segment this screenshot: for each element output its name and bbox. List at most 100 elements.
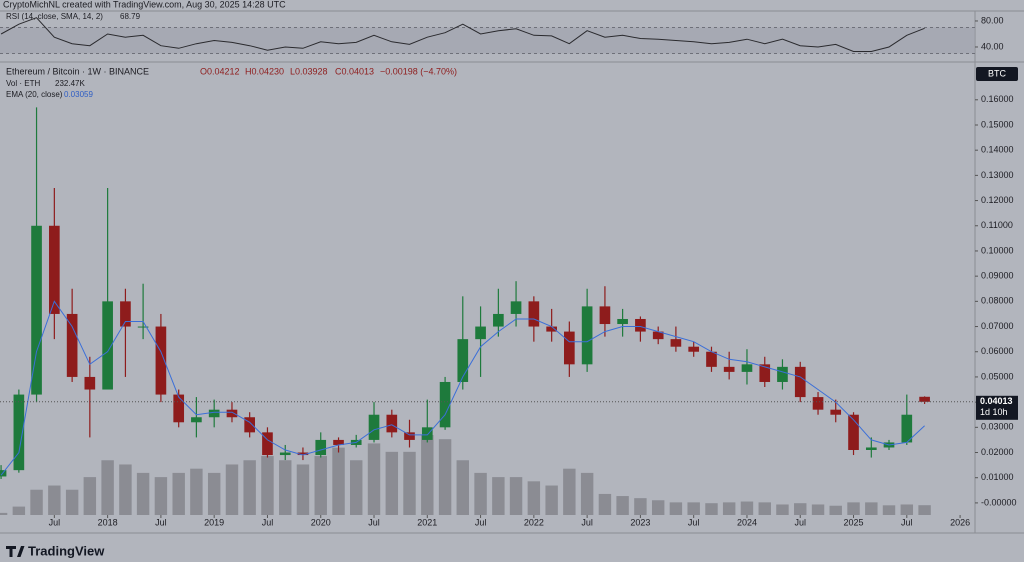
ohlc-legend: O0.04212 bbox=[200, 66, 240, 76]
candle-body bbox=[191, 417, 202, 423]
y-tick-label: 0.07000 bbox=[981, 321, 1014, 331]
ohlc-legend: L0.03928 bbox=[290, 66, 328, 76]
x-tick-label: 2023 bbox=[630, 517, 650, 527]
volume-bar bbox=[758, 502, 771, 515]
y-tick-label: 40.00 bbox=[981, 41, 1004, 51]
volume-value: 232.47K bbox=[55, 79, 85, 88]
y-tick-label: 0.14000 bbox=[981, 145, 1014, 155]
candle-body bbox=[546, 326, 557, 332]
volume-bar bbox=[829, 505, 842, 515]
y-tick-label: 0.05000 bbox=[981, 371, 1014, 381]
x-tick-label: Jul bbox=[475, 517, 487, 527]
last-price-box bbox=[976, 395, 1018, 420]
x-tick-label: 2025 bbox=[844, 517, 864, 527]
candle-body bbox=[49, 225, 60, 314]
x-tick-label: Jul bbox=[581, 517, 593, 527]
ohlc-legend: −0.00198 (−4.70%) bbox=[380, 66, 457, 76]
volume-bar bbox=[438, 439, 452, 515]
volume-bar bbox=[669, 502, 683, 515]
x-tick-label: Jul bbox=[262, 517, 274, 527]
candle-body bbox=[457, 339, 469, 382]
volume-bar bbox=[509, 477, 523, 515]
volume-bar bbox=[865, 502, 878, 515]
volume-bar bbox=[563, 468, 576, 515]
candle-body bbox=[528, 301, 540, 327]
candle-body bbox=[102, 301, 113, 390]
ema-name: EMA (20, close) bbox=[6, 90, 63, 99]
rsi-band bbox=[0, 27, 975, 54]
countdown: 1d 10h bbox=[980, 407, 1008, 417]
volume-bar bbox=[261, 456, 274, 515]
volume-bar bbox=[651, 500, 665, 515]
volume-bar bbox=[136, 472, 150, 515]
volume-bar bbox=[847, 502, 860, 515]
y-tick-label: 0.11000 bbox=[981, 220, 1013, 230]
candle-body bbox=[315, 439, 327, 456]
volume-bar bbox=[545, 485, 558, 515]
y-tick-label: 0.16000 bbox=[981, 94, 1014, 104]
candle-body bbox=[812, 397, 824, 410]
x-tick-label: 2020 bbox=[311, 517, 331, 527]
candle-body bbox=[404, 432, 415, 440]
candle-body bbox=[706, 351, 717, 367]
candle-body bbox=[386, 414, 398, 433]
volume-bar bbox=[722, 502, 736, 515]
rsi-line bbox=[0, 17, 925, 52]
x-tick-label: 2021 bbox=[417, 517, 437, 527]
x-tick-label: Jul bbox=[688, 517, 700, 527]
candle-body bbox=[31, 225, 42, 395]
brand-name: TradingView bbox=[28, 543, 105, 558]
volume-bar bbox=[225, 464, 239, 515]
volume-bar bbox=[65, 489, 79, 515]
candle-body bbox=[652, 331, 664, 340]
x-tick-label: 2024 bbox=[737, 517, 757, 527]
y-tick-label: 0.10000 bbox=[981, 245, 1014, 255]
x-tick-label: Jul bbox=[368, 517, 380, 527]
ohlc-legend: H0.04230 bbox=[245, 66, 284, 76]
volume-bar bbox=[794, 503, 807, 515]
volume-bar bbox=[350, 460, 363, 515]
candle-body bbox=[279, 452, 291, 456]
watermark: CryptoMichNL created with TradingView.co… bbox=[3, 0, 286, 9]
volume-bar bbox=[296, 464, 310, 515]
last-price: 0.04013 bbox=[980, 396, 1013, 406]
candle-body bbox=[777, 366, 788, 382]
currency: BTC bbox=[988, 68, 1007, 78]
y-tick-label: 0.01000 bbox=[981, 472, 1014, 482]
candle-body bbox=[759, 364, 771, 382]
volume-bar bbox=[634, 498, 647, 515]
candle-body bbox=[226, 409, 238, 418]
y-tick-label: 0.12000 bbox=[981, 195, 1014, 205]
candle-body bbox=[599, 306, 611, 325]
volume-bar bbox=[421, 435, 434, 515]
ema-value: 0.03059 bbox=[64, 90, 93, 99]
volume-bar bbox=[527, 481, 541, 515]
candle-body bbox=[688, 346, 700, 352]
y-tick-label: 0.09000 bbox=[981, 271, 1014, 281]
candle-body bbox=[13, 394, 25, 471]
candle-body bbox=[368, 414, 380, 440]
volume-bar bbox=[48, 485, 61, 515]
volume-bar bbox=[598, 493, 612, 515]
y-tick-label: 0.06000 bbox=[981, 346, 1014, 356]
x-tick-label: Jul bbox=[49, 517, 61, 527]
x-tick-label: 2019 bbox=[204, 517, 224, 527]
volume-bar bbox=[492, 477, 505, 515]
volume-bar bbox=[119, 464, 132, 515]
candle-body bbox=[919, 396, 930, 402]
logo bbox=[6, 546, 25, 557]
main-title: Ethereum / Bitcoin · 1W · BINANCE bbox=[6, 66, 149, 76]
candle-body bbox=[155, 326, 167, 395]
candle-body bbox=[794, 366, 806, 398]
volume-bar bbox=[403, 451, 416, 515]
x-tick-label: Jul bbox=[901, 517, 913, 527]
volume-bar bbox=[776, 504, 789, 515]
volume-bar bbox=[385, 451, 399, 515]
y-tick-label: 0.08000 bbox=[981, 296, 1014, 306]
rsi-title: RSI (14, close, SMA, 14, 2) bbox=[6, 12, 103, 21]
candle-body bbox=[493, 313, 504, 327]
volume-bar bbox=[580, 472, 594, 515]
volume-bar bbox=[882, 505, 896, 515]
